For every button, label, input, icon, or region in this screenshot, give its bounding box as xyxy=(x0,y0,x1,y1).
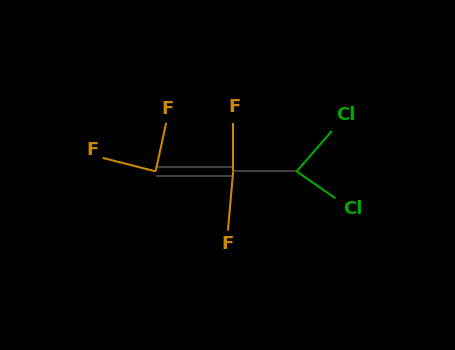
Text: F: F xyxy=(222,235,234,253)
Text: F: F xyxy=(162,100,174,118)
Text: Cl: Cl xyxy=(336,106,356,124)
Text: F: F xyxy=(86,141,98,159)
Text: F: F xyxy=(229,98,241,116)
Text: Cl: Cl xyxy=(344,200,363,218)
